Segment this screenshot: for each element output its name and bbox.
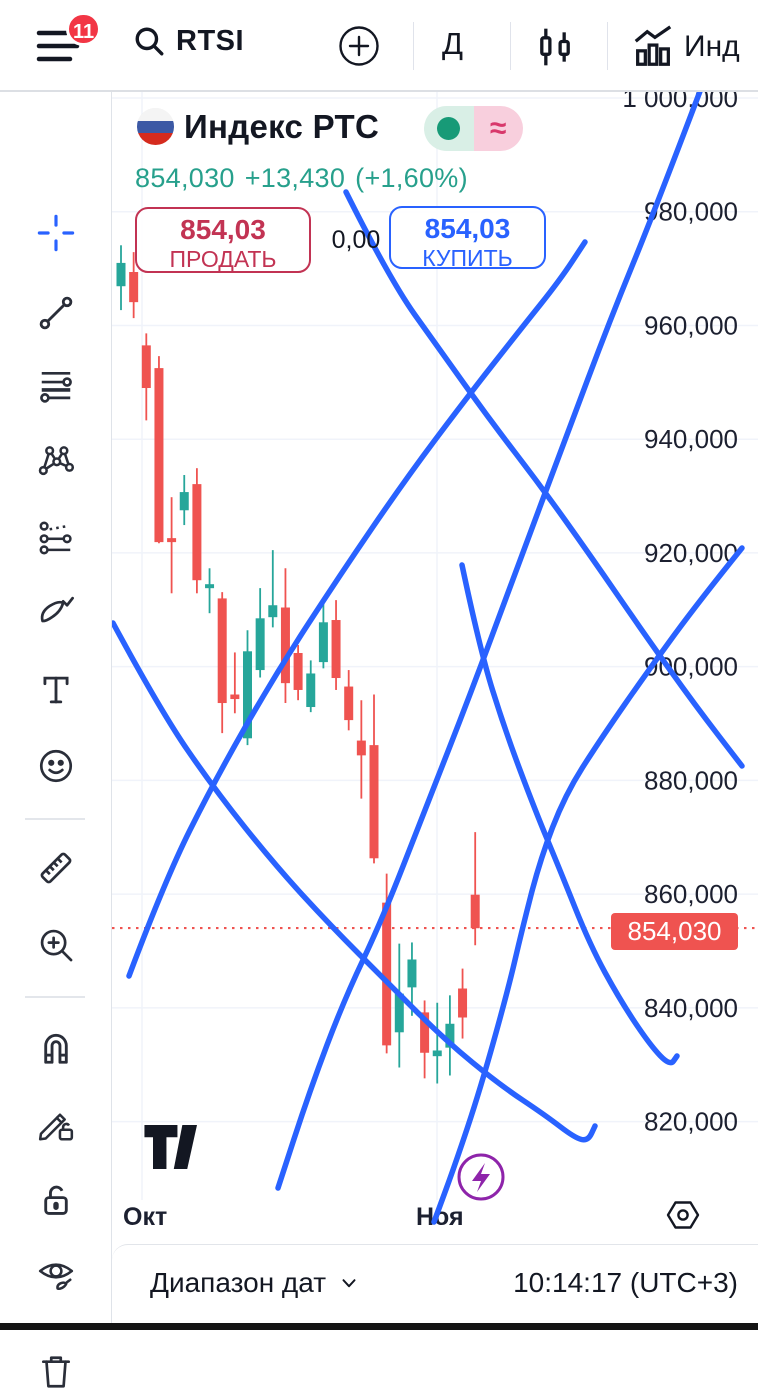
candle-body — [116, 262, 126, 287]
brush-drawing[interactable] — [110, 620, 598, 1143]
emoji-tool[interactable] — [37, 747, 75, 785]
y-axis-label[interactable]: 920,000 — [644, 538, 738, 568]
sell-price: 854,03 — [180, 214, 266, 245]
date-range-selector[interactable]: Диапазон дат — [150, 1267, 360, 1299]
remove-drawings-tool[interactable] — [37, 1353, 75, 1391]
candle-body — [154, 368, 164, 543]
candle-body — [331, 620, 341, 679]
indicators-icon — [634, 25, 672, 66]
x-axis-label[interactable]: Окт — [123, 1203, 167, 1231]
projection-tool[interactable] — [37, 519, 75, 557]
spread-value: 0,00 — [331, 226, 381, 254]
brush-drawing[interactable] — [343, 189, 745, 769]
candle-body — [141, 345, 151, 389]
y-axis-label[interactable]: 860,000 — [644, 879, 738, 909]
interval-button[interactable]: Д — [442, 26, 463, 61]
market-open-indicator — [424, 106, 474, 151]
candle-body — [217, 598, 227, 704]
session-clock[interactable]: 10:14:17 (UTC+3) — [513, 1267, 738, 1298]
candle-body — [458, 988, 468, 1018]
candle-body — [432, 1050, 442, 1057]
y-axis-label[interactable]: 820,000 — [644, 1107, 738, 1137]
flash-realtime-icon[interactable] — [455, 1151, 507, 1203]
chevron-down-icon — [342, 1279, 356, 1288]
candle-body — [356, 740, 366, 756]
lock-all-drawings-tool[interactable] — [37, 1181, 75, 1219]
candle-body — [129, 272, 139, 303]
bottom-bar: Диапазон дат 10:14:17 (UTC+3) — [112, 1244, 758, 1323]
candle-body — [382, 902, 392, 1046]
price-change: +13,430 — [244, 163, 346, 193]
candle-body — [179, 492, 189, 511]
candle-body — [167, 538, 177, 543]
gesture-bar — [0, 1323, 758, 1330]
trend-line-tool[interactable] — [37, 294, 75, 332]
y-axis-label[interactable]: 840,000 — [644, 993, 738, 1023]
candle-body — [344, 686, 354, 721]
magnet-tool[interactable] — [37, 1029, 75, 1067]
crosshair-tool[interactable] — [37, 214, 75, 252]
top-toolbar: 11 RTSI Д Инд — [0, 0, 758, 92]
chart-canvas[interactable]: 1 000,000980,000960,000940,000920,000900… — [0, 0, 758, 1323]
notifications-badge: 11 — [66, 12, 102, 46]
candle-body — [369, 745, 379, 859]
chart-settings-hexagon-icon[interactable] — [665, 1197, 701, 1233]
candle-body — [445, 1023, 455, 1048]
drawing-toolbar — [0, 90, 112, 1388]
wave-indicator: ≈ — [473, 106, 523, 151]
candle-body — [268, 605, 278, 618]
text-tool[interactable] — [37, 671, 75, 709]
candle-body — [205, 584, 215, 589]
horizontal-lines-tool[interactable] — [37, 367, 75, 405]
wave-icon: ≈ — [490, 111, 507, 145]
candle-body — [394, 993, 404, 1033]
brush-drawing[interactable] — [431, 545, 745, 1225]
symbol-title[interactable]: Индекс РТС — [184, 108, 380, 145]
date-range-label: Диапазон дат — [150, 1267, 327, 1298]
sell-label: ПРОДАТЬ — [169, 246, 277, 272]
candle-body — [420, 1012, 430, 1053]
xabcd-pattern-tool[interactable] — [37, 442, 75, 480]
candle-body — [470, 894, 480, 929]
brush-drawing[interactable] — [126, 239, 588, 979]
stay-in-drawing-mode-tool[interactable] — [37, 1106, 75, 1144]
buy-label: КУПИТЬ — [422, 245, 513, 271]
hide-drawings-tool[interactable] — [37, 1256, 75, 1294]
tradingview-logo — [144, 1125, 197, 1169]
chart-type-candles-icon[interactable] — [533, 25, 577, 69]
menu-button[interactable] — [36, 27, 80, 65]
symbol-flag-russia — [137, 108, 174, 145]
candle-body — [230, 694, 240, 700]
y-axis-label[interactable]: 960,000 — [644, 310, 738, 340]
candle-body — [243, 651, 252, 739]
price-change-pct: (+1,60%) — [355, 163, 468, 193]
last-price: 854,030 — [135, 163, 235, 193]
measure-tool[interactable] — [37, 849, 75, 887]
candle-body — [280, 607, 290, 684]
add-button[interactable] — [338, 25, 380, 67]
search-icon — [135, 27, 164, 56]
green-dot-icon — [437, 117, 461, 140]
last-price-tag: 854,030 — [611, 913, 738, 950]
candle-body — [407, 959, 417, 988]
y-axis-label[interactable]: 940,000 — [644, 424, 738, 454]
buy-price: 854,03 — [424, 213, 511, 244]
brush-drawing[interactable] — [459, 562, 680, 1066]
market-status-toggle[interactable]: ≈ — [424, 106, 523, 151]
price-row: 854,030 +13,430 (+1,60%) — [135, 163, 478, 194]
candle-body — [293, 653, 303, 690]
candle-body — [255, 618, 265, 671]
symbol-search-button[interactable]: RTSI — [132, 24, 244, 58]
zoom-in-tool[interactable] — [37, 926, 75, 964]
sell-button[interactable]: 854,03 ПРОДАТЬ — [135, 207, 311, 273]
y-axis-label[interactable]: 880,000 — [644, 765, 738, 795]
indicators-button[interactable]: Инд — [630, 22, 758, 72]
brush-tool[interactable] — [37, 591, 75, 629]
buy-button[interactable]: 854,03 КУПИТЬ — [389, 206, 546, 271]
candle-body — [192, 484, 202, 581]
symbol-ticker: RTSI — [176, 24, 245, 57]
candle-body — [306, 673, 316, 708]
indicators-label: Инд — [684, 30, 740, 63]
candle-body — [318, 622, 328, 663]
